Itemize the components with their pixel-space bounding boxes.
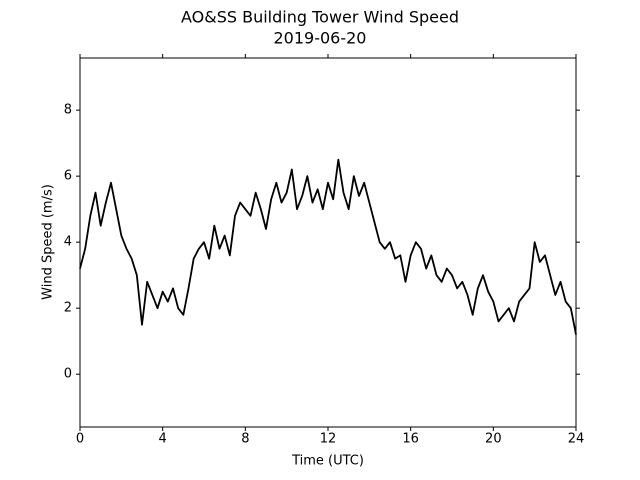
x-axis-label: Time (UTC) <box>291 454 364 469</box>
y-tick-label: 6 <box>64 169 72 184</box>
y-tick-label: 2 <box>64 301 72 316</box>
y-tick-label: 4 <box>64 235 72 250</box>
x-tick-label: 0 <box>76 432 84 447</box>
x-tick-label: 20 <box>485 432 502 447</box>
x-tick-label: 4 <box>159 432 167 447</box>
y-tick-label: 8 <box>64 103 72 118</box>
y-axis-label: Wind Speed (m/s) <box>41 184 56 300</box>
plot-frame <box>79 57 577 428</box>
y-tick-label: 0 <box>64 367 72 382</box>
data-line <box>79 158 577 335</box>
x-tick-label: 24 <box>568 432 585 447</box>
x-tick-label: 12 <box>320 432 337 447</box>
x-tick-label: 16 <box>402 432 419 447</box>
chart-subtitle: 2019-06-20 <box>274 29 367 48</box>
chart-title: AO&SS Building Tower Wind Speed <box>181 8 459 27</box>
x-tick-label: 8 <box>241 432 249 447</box>
